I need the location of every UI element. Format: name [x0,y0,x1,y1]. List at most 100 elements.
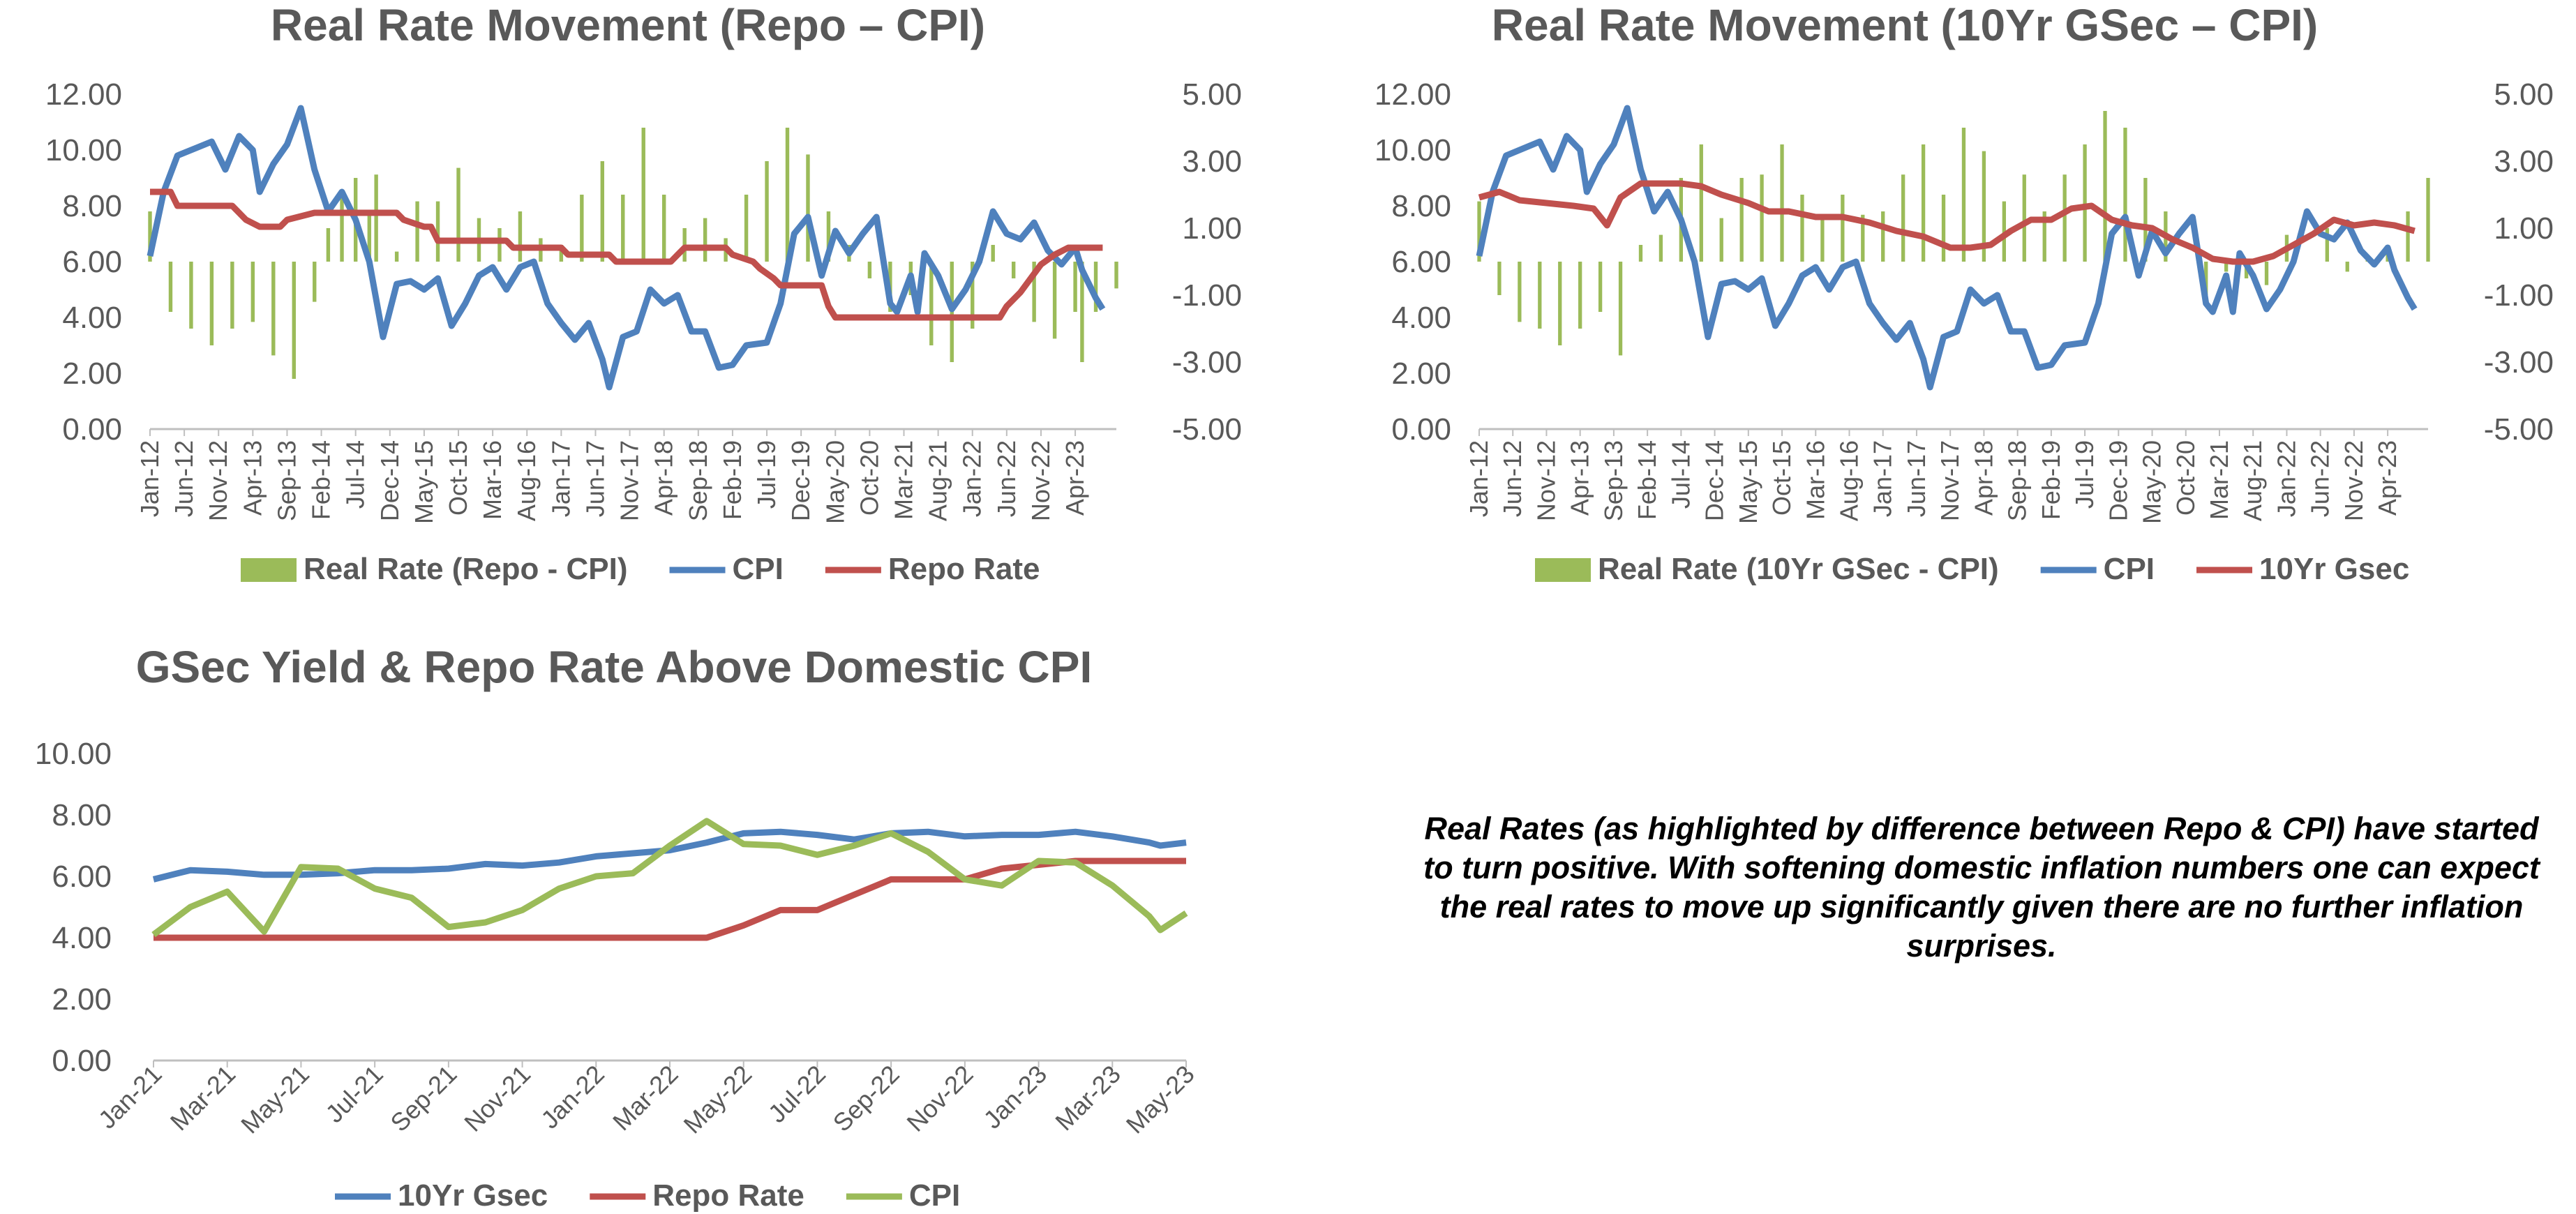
x-tick-label: Feb-19 [718,440,747,520]
x-tick-label: Jul-14 [1666,440,1695,509]
real-rate-bar [2062,174,2067,262]
y-tick-label: 6.00 [52,860,112,894]
real-rate-bar [1558,262,1562,345]
real-rate-bar [1800,195,1804,262]
x-tick-label: Mar-21 [165,1060,241,1137]
y-left-tick-label: 4.00 [1391,301,1451,335]
real-rate-bar [785,128,790,262]
x-tick-label: Nov-22 [901,1060,978,1137]
real-rate-bar [867,262,872,278]
real-rate-bar [230,262,234,329]
real-rate-bar [1921,144,1926,262]
y-right-tick-label: 5.00 [2494,77,2554,112]
x-tick-label: Apr-18 [650,440,678,516]
x-tick-label: Jan-17 [546,440,575,517]
x-tick-label: Jul-14 [341,440,370,509]
x-tick-label: Mar-21 [2205,440,2233,520]
x-tick-label: Feb-19 [2037,440,2065,520]
x-tick-label: Dec-14 [375,440,404,521]
series-line-repo-rate [150,188,1103,321]
y-left-tick-label: 2.00 [1391,357,1451,391]
x-tick-label: Nov-12 [1532,440,1560,521]
real-rate-bar [1658,234,1663,262]
real-rate-bar [1093,262,1098,312]
x-tick-label: Jul-21 [320,1060,388,1128]
series-line-10yr-gsec [1478,180,2416,265]
x-tick-label: Jan-22 [958,440,987,517]
x-tick-label: May-22 [677,1060,757,1139]
real-rate-bar [1861,214,1865,262]
y-right-tick-label: 5.00 [1182,77,1242,112]
x-tick-label: Jun-22 [2306,440,2335,517]
y-left-tick-label: 12.00 [45,77,122,112]
x-tick-label: Apr-23 [2373,440,2402,516]
x-tick-label: Oct-15 [444,440,472,516]
legend-label: Real Rate (10Yr GSec - CPI) [1598,552,1999,586]
y-left-tick-label: 0.00 [1391,412,1451,447]
y-left-tick-label: 4.00 [62,301,122,335]
x-tick-label: Jun-17 [1902,440,1931,517]
y-left-tick-label: 0.00 [62,412,122,447]
commentary-note: Real Rates (as highlighted by difference… [1423,811,2540,964]
y-left-tick-label: 12.00 [1375,77,1451,112]
y-left-tick-label: 10.00 [1375,133,1451,167]
real-rate-bar [1961,128,1966,262]
real-rate-bar [435,201,440,262]
real-rate-bar [2345,262,2349,272]
real-rate-bar [826,211,831,262]
real-rate-bar [1477,201,1481,262]
x-tick-label: Jun-17 [581,440,609,517]
real-rate-bar [209,262,214,345]
x-tick-label: Mar-16 [1801,440,1829,520]
x-tick-label: Dec-14 [1700,440,1729,521]
y-right-tick-label: -5.00 [1172,412,1242,447]
x-tick-label: Jun-22 [992,440,1021,517]
real-rate-bar [1841,195,1845,262]
x-tick-label: Jun-12 [170,440,198,517]
x-tick-label: Jul-22 [763,1060,831,1128]
x-tick-label: Feb-14 [1633,440,1661,520]
x-tick-label: Oct-15 [1767,440,1796,516]
series-line-repo-rate [153,857,1186,941]
real-rate-bar [2103,111,2107,262]
x-tick-label: Apr-23 [1061,440,1089,516]
y-tick-label: 2.00 [52,982,112,1017]
real-rate-bar [929,262,934,345]
real-rate-bar [1598,262,1603,312]
x-tick-label: Jun-12 [1498,440,1527,517]
y-tick-label: 4.00 [52,921,112,955]
real-rate-bar [600,161,604,262]
real-rate-bar [971,262,975,329]
x-tick-label: Nov-22 [1026,440,1055,521]
y-left-tick-label: 8.00 [62,189,122,223]
x-tick-label: Jan-23 [978,1060,1052,1134]
real-rate-bar [1719,218,1723,262]
x-tick-label: Apr-13 [1566,440,1594,516]
x-tick-label: Nov-17 [1935,440,1964,521]
real-rate-bar [497,228,502,262]
legend-label: CPI [733,552,784,586]
x-tick-label: Mar-22 [607,1060,684,1137]
x-tick-label: Jul-19 [2070,440,2099,509]
y-tick-label: 0.00 [52,1044,112,1078]
real-rate-bar [1638,245,1643,262]
real-rate-bar [2224,262,2229,272]
x-tick-label: Jan-12 [135,440,164,517]
chart-title: Real Rate Movement (Repo – CPI) [271,0,985,50]
x-tick-label: Sep-13 [1599,440,1628,521]
x-tick-label: Jan-12 [1465,440,1493,517]
real-rate-bar [1881,211,1885,262]
real-rate-bar [313,262,317,302]
real-rate-bar [559,245,564,262]
real-rate-bar [1760,174,1764,262]
real-rate-bar [271,262,276,356]
real-rate-bar [2123,128,2127,262]
real-rate-bar [340,195,344,262]
chart-real-rate-repo: Real Rate Movement (Repo – CPI) 0.00 2.00 4… [45,0,1242,586]
legend-label: Repo Rate [652,1178,804,1213]
x-tick-label: May-15 [1734,440,1762,524]
y-left-tick-label: 6.00 [62,245,122,279]
real-rate-bar [1901,174,1905,262]
x-tick-label: Jan-17 [1869,440,1897,517]
x-tick-label: Oct-20 [855,440,883,516]
